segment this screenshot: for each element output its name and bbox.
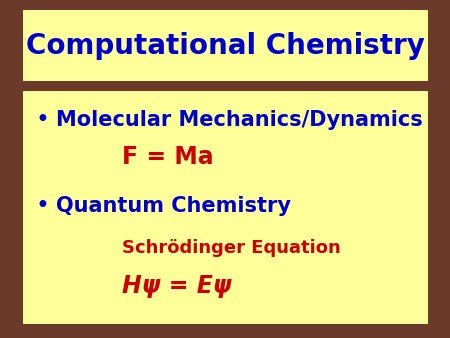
Text: Quantum Chemistry: Quantum Chemistry [56, 196, 291, 216]
Text: Hψ = Eψ: Hψ = Eψ [122, 273, 231, 298]
FancyBboxPatch shape [22, 10, 427, 81]
Text: Schrödinger Equation: Schrödinger Equation [122, 239, 340, 258]
Text: •: • [36, 194, 50, 218]
Text: Molecular Mechanics/Dynamics: Molecular Mechanics/Dynamics [56, 110, 423, 130]
Text: Computational Chemistry: Computational Chemistry [26, 32, 424, 59]
Text: F = Ma: F = Ma [122, 145, 213, 169]
Text: •: • [36, 108, 50, 132]
FancyBboxPatch shape [22, 91, 427, 324]
